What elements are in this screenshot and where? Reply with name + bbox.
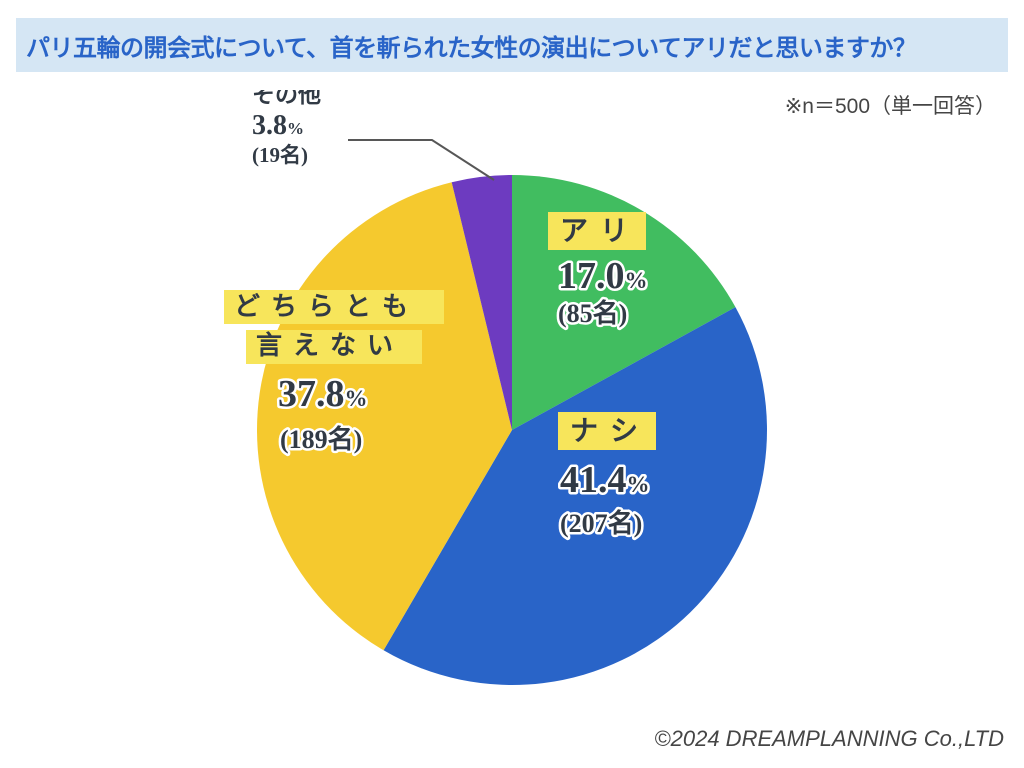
page-title: パリ五輪の開会式について、首を斬られた女性の演出についてアリだと思いますか？ <box>26 28 916 63</box>
slice-label-ari-count: (85名) <box>558 298 627 328</box>
pie-chart: その他3.8%(19名)アリ17.0%(85名)ナシ41.4%(207名)どちら… <box>0 90 1024 730</box>
slice-label-neutral-cat2: 言えない <box>256 330 404 360</box>
slice-label-nashi-count: (207名) <box>560 508 642 538</box>
copyright: ©2024 DREAMPLANNING Co.,LTD <box>654 726 1004 752</box>
title-bar: パリ五輪の開会式について、首を斬られた女性の演出についてアリだと思いますか？ <box>16 18 1008 72</box>
slice-label-other-pct: 3.8% <box>252 110 304 141</box>
slice-label-neutral-count: (189名) <box>280 424 362 454</box>
slice-label-other-cat: その他 <box>252 90 321 107</box>
leader-line-other <box>348 140 494 180</box>
slice-label-ari-cat: アリ <box>560 215 640 246</box>
slice-label-other-count: (19名) <box>252 143 308 167</box>
slice-label-neutral-cat1: どちらとも <box>234 291 419 321</box>
slice-label-nashi-cat: ナシ <box>570 415 650 446</box>
